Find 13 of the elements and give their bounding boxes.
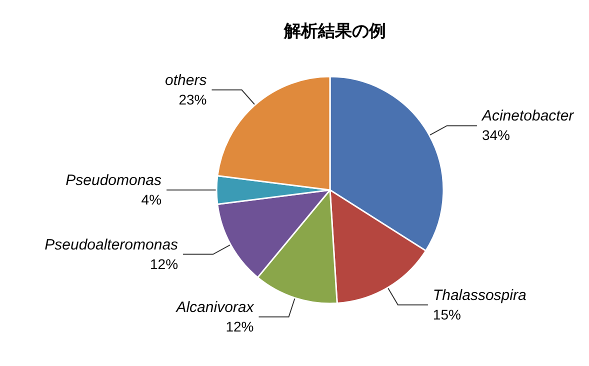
- data-label: 15%: [432, 306, 461, 322]
- chart-title: 解析結果の例: [283, 22, 386, 42]
- data-label: 23%: [178, 91, 207, 108]
- slice-label: Thalassospira: [432, 286, 526, 304]
- slice-label: Pseudoalteromonas: [44, 236, 179, 254]
- data-label: 12%: [226, 318, 254, 334]
- data-label: 4%: [141, 192, 162, 208]
- slice-label: Acinetobacter: [480, 108, 575, 125]
- slice-label: others: [165, 72, 208, 89]
- slice-label: Pseudomonas: [66, 172, 162, 189]
- slice-label: Alcanivorax: [175, 298, 254, 316]
- data-label: 12%: [150, 256, 178, 272]
- data-label: 34%: [482, 127, 510, 144]
